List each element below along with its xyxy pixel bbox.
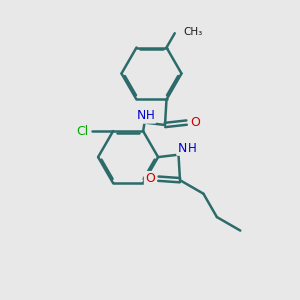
Text: O: O <box>145 172 155 185</box>
Text: N: N <box>177 142 187 154</box>
Text: CH₃: CH₃ <box>183 27 203 37</box>
Text: Cl: Cl <box>76 124 88 138</box>
Text: H: H <box>188 142 196 154</box>
Text: N: N <box>136 110 146 122</box>
Text: H: H <box>146 110 155 122</box>
Text: O: O <box>190 116 200 129</box>
